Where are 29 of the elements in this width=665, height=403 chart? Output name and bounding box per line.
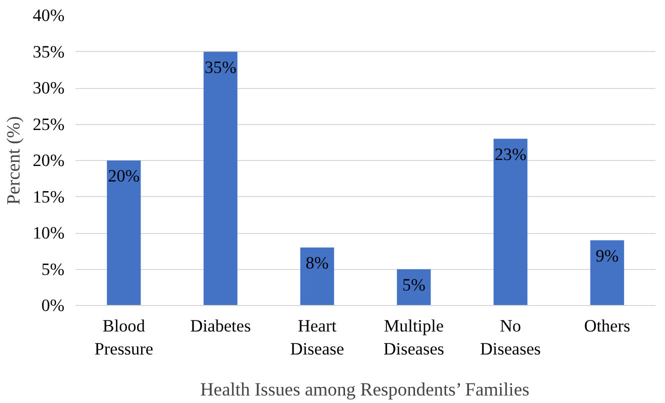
- bar: [396, 269, 431, 306]
- data-label: 35%: [204, 58, 236, 77]
- y-tick-label: 0%: [41, 296, 65, 315]
- x-tick-label: No Diseases: [480, 316, 542, 358]
- data-label: 8%: [306, 254, 329, 272]
- x-tick-label: Blood Pressure: [94, 316, 154, 358]
- x-tick-label: Others: [584, 316, 631, 336]
- y-tick-label: 40%: [32, 6, 65, 25]
- x-axis-title: Health Issues among Respondents’ Families: [200, 379, 530, 400]
- bar: [300, 248, 334, 306]
- y-tick-label: 5%: [41, 260, 65, 279]
- y-tick-label: 30%: [32, 78, 65, 98]
- y-tick-label: 25%: [32, 114, 65, 134]
- data-label: 5%: [402, 275, 426, 294]
- x-tick-label: Multiple Diseases: [384, 316, 444, 358]
- data-label: 23%: [494, 144, 526, 164]
- bar: [494, 138, 528, 306]
- bar: [204, 52, 238, 306]
- y-tick-label: 15%: [32, 187, 65, 206]
- bar: [106, 160, 141, 306]
- y-tick-label: 10%: [32, 224, 65, 242]
- y-axis-title: Percent (%): [4, 116, 25, 205]
- data-label: 9%: [596, 246, 619, 266]
- y-tick-label: 35%: [32, 42, 65, 62]
- bar: [590, 240, 624, 306]
- x-tick-label: Heart Disease: [290, 316, 344, 358]
- y-tick-label: 20%: [32, 151, 65, 170]
- data-label: 20%: [108, 166, 140, 186]
- x-tick-label: Diabetes: [190, 316, 252, 336]
